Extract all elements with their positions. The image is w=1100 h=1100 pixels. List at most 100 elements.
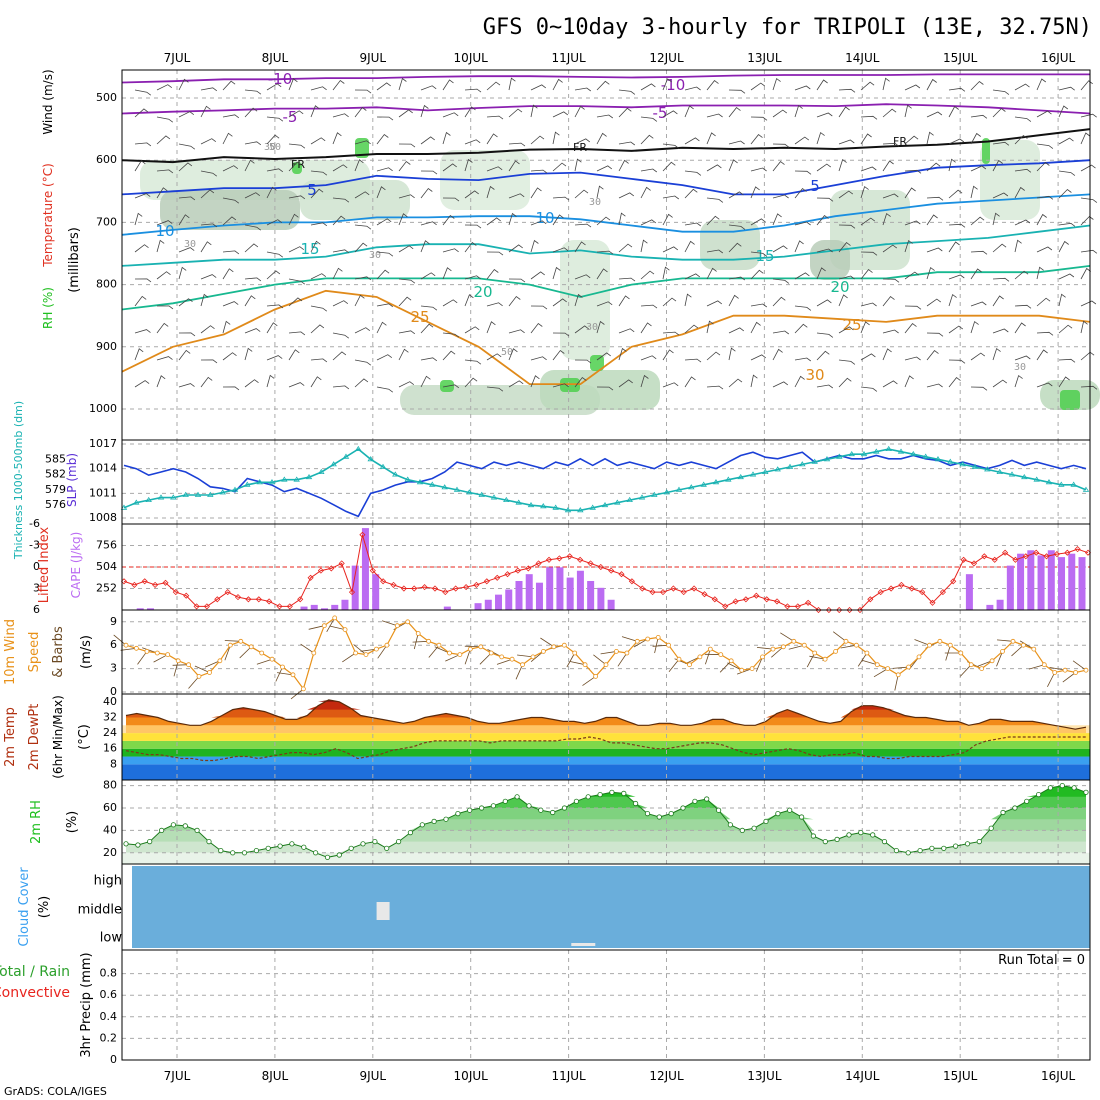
wind-barb xyxy=(244,224,262,231)
wind-barb xyxy=(728,242,742,253)
axis-title-pressure: (millibars) xyxy=(67,227,82,293)
date-label-top: 11JUL xyxy=(551,51,586,65)
wind-barb xyxy=(640,374,649,388)
rh-marker xyxy=(170,822,176,828)
wind-barb xyxy=(332,113,349,118)
wind-barb xyxy=(354,242,368,253)
wind-barb xyxy=(1036,78,1047,91)
wind-barb xyxy=(200,105,211,118)
axis-title-li: Lifted Index xyxy=(37,526,52,603)
axis-title-cloud: Cloud Cover xyxy=(17,867,32,947)
wind-barb xyxy=(486,386,504,392)
wind-barb xyxy=(486,321,496,334)
wind-barb xyxy=(508,77,516,91)
rh-marker xyxy=(976,838,982,845)
wind-barb xyxy=(1080,320,1088,334)
li-marker xyxy=(483,578,490,585)
wind-speed-marker xyxy=(280,664,285,670)
wind-barb xyxy=(904,271,920,280)
thickness-marker xyxy=(207,491,214,497)
wind-speed-marker xyxy=(290,672,296,678)
thickness-marker xyxy=(762,468,769,474)
wind-barb xyxy=(640,116,658,122)
wind-barb xyxy=(904,169,922,174)
wind-barb xyxy=(596,114,614,119)
li-marker xyxy=(597,563,604,571)
thickness-marker xyxy=(626,496,633,502)
wind-barb xyxy=(618,89,636,95)
wind-speed-marker xyxy=(373,646,379,652)
wind-speed-marker xyxy=(207,670,212,675)
wind-barb xyxy=(134,295,147,307)
rh-marker xyxy=(538,807,544,813)
wind-barb xyxy=(640,270,655,280)
wind-barb xyxy=(1049,667,1066,671)
wind-barb xyxy=(1058,240,1069,253)
rh-marker xyxy=(952,843,959,849)
wind-barb xyxy=(654,637,659,654)
wind-speed-marker xyxy=(739,667,745,673)
li-marker xyxy=(266,598,273,605)
wind-barb xyxy=(617,652,628,667)
wind-barb xyxy=(992,295,1004,307)
wind-barb xyxy=(970,250,988,255)
wind-barb xyxy=(1014,322,1026,334)
wind-barb xyxy=(552,78,563,91)
wind-barb xyxy=(970,320,979,334)
wind-barb xyxy=(772,330,790,335)
wind-barb xyxy=(156,239,165,253)
wind-barb xyxy=(137,651,148,665)
wind-barb xyxy=(376,218,392,226)
wind-speed-marker xyxy=(791,638,797,644)
wind-barb xyxy=(398,143,416,148)
li-marker xyxy=(691,585,698,592)
wind-barb xyxy=(332,351,347,361)
wind-barb xyxy=(860,185,869,199)
wind-barb xyxy=(332,197,350,203)
rh-marker xyxy=(917,847,923,854)
rh-base-fill xyxy=(122,852,1090,864)
wind-barb xyxy=(596,80,610,91)
wind-speed-marker xyxy=(196,674,202,679)
wind-speed-marker xyxy=(311,650,317,656)
wind-speed-marker xyxy=(342,627,348,632)
li-marker xyxy=(452,585,459,592)
rh-marker xyxy=(443,816,449,822)
wind-barb xyxy=(200,274,217,280)
thickness-marker xyxy=(478,491,485,497)
wind-barb xyxy=(860,386,878,392)
wind-barb xyxy=(113,634,127,646)
wind-barb xyxy=(904,239,913,253)
wind-barb xyxy=(1036,297,1051,307)
wind-barb xyxy=(244,328,261,334)
wind-barb xyxy=(904,187,916,199)
date-label-bottom: 9JUL xyxy=(359,1069,386,1083)
thickness-marker xyxy=(392,471,399,477)
wind-barb xyxy=(420,104,429,118)
wind-barb xyxy=(756,647,773,650)
li-marker xyxy=(649,589,656,596)
wind-barb xyxy=(596,301,613,307)
axis-title-pct: (%) xyxy=(65,811,80,834)
date-label-top: 7JUL xyxy=(164,51,191,65)
wind-barb xyxy=(728,327,745,334)
wind-speed-marker xyxy=(624,650,630,656)
contour-label: 5 xyxy=(810,177,820,195)
cape-bar xyxy=(965,574,973,610)
wind-barb xyxy=(970,216,985,226)
date-axis-top: 7JUL 8JUL 9JUL 10JUL 11JUL 12JUL 13JUL 14JUL 15J… xyxy=(164,51,1076,65)
wind-speed-marker xyxy=(833,649,838,654)
wind-barb xyxy=(464,359,482,365)
wind-barb xyxy=(479,652,492,665)
wind-barb xyxy=(332,132,342,145)
thickness-marker xyxy=(355,445,362,451)
temp-tick-label: 40 xyxy=(103,695,117,708)
wind-speed-marker xyxy=(165,652,171,657)
wind-barb xyxy=(860,166,877,172)
cape-bar xyxy=(484,599,492,610)
wind-barb xyxy=(300,643,315,654)
isotherm-line xyxy=(121,289,1091,386)
thickness-marker xyxy=(774,466,781,472)
footer-credit: GrADS: COLA/IGES xyxy=(4,1085,107,1098)
wind-barb xyxy=(244,243,259,253)
